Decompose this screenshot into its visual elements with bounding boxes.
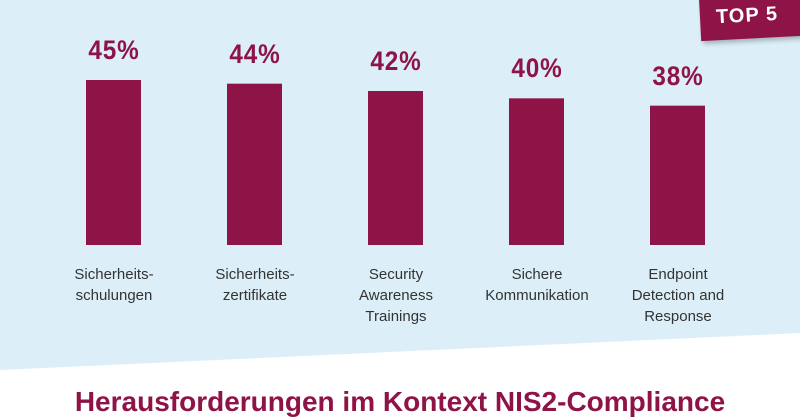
data-label: 44% <box>229 38 281 69</box>
data-label: 42% <box>370 46 422 76</box>
category-label: Security Awareness Trainings <box>359 266 433 325</box>
data-label: 40% <box>511 53 563 84</box>
data-label: 45% <box>88 35 140 65</box>
bar <box>86 80 141 245</box>
category-label: Sicherheits-zertifikate <box>215 266 295 304</box>
bar <box>650 105 705 246</box>
bar <box>509 98 564 245</box>
badge-text: TOP 5 <box>715 3 779 29</box>
top5-badge: TOP 5 <box>698 0 800 42</box>
bar <box>227 83 282 246</box>
category-label: Sicherheits-schulungen <box>74 266 154 304</box>
data-label: 38% <box>652 60 704 91</box>
category-label: Sichere Kommunikation <box>485 266 589 304</box>
bar <box>368 91 423 245</box>
chart-background <box>0 0 800 370</box>
heading: Herausforderungen im Kontext NIS2-Compli… <box>74 386 726 417</box>
category-label: Endpoint Detection and Response <box>631 266 725 325</box>
